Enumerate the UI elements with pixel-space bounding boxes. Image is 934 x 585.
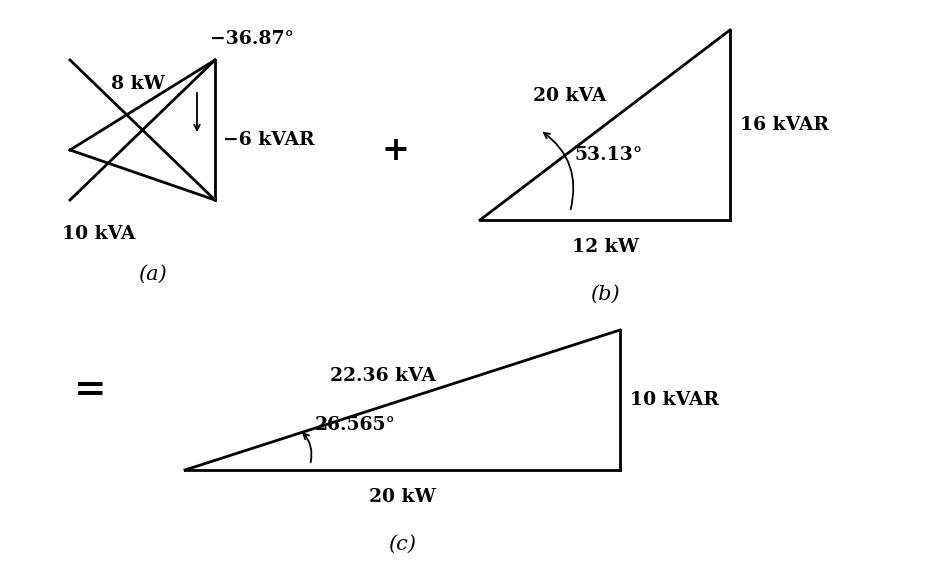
Text: 22.36 kVA: 22.36 kVA (330, 367, 435, 385)
Text: +: + (381, 133, 409, 167)
Text: 10 kVAR: 10 kVAR (630, 391, 719, 409)
Text: (a): (a) (138, 265, 167, 284)
Text: −6 kVAR: −6 kVAR (223, 131, 315, 149)
Text: 20 kW: 20 kW (369, 488, 436, 506)
Text: =: = (74, 371, 106, 409)
Text: 12 kW: 12 kW (572, 238, 639, 256)
Text: (c): (c) (389, 535, 417, 554)
Text: 53.13°: 53.13° (575, 146, 644, 164)
Text: 16 kVAR: 16 kVAR (740, 116, 828, 134)
Text: 20 kVA: 20 kVA (533, 87, 606, 105)
Text: −36.87°: −36.87° (210, 30, 294, 48)
Text: 26.565°: 26.565° (315, 416, 396, 434)
Text: 8 kW: 8 kW (110, 75, 164, 93)
Text: 10 kVA: 10 kVA (62, 225, 135, 243)
Text: (b): (b) (590, 285, 620, 304)
